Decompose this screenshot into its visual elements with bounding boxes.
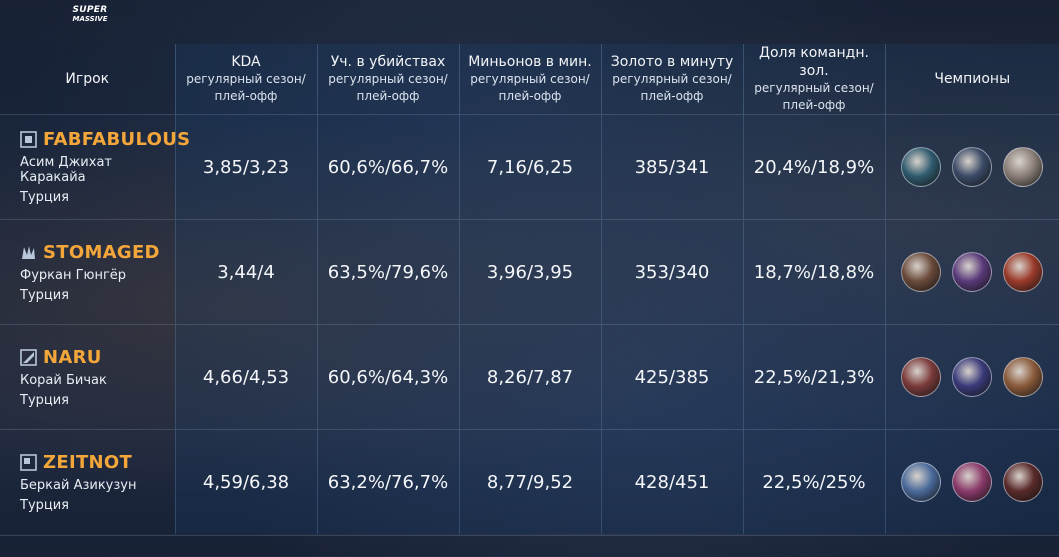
player-row: FABFABULOUS Асим Джихат Каракайа Турция … xyxy=(0,115,1059,220)
player-tag[interactable]: FABFABULOUS xyxy=(43,129,190,150)
kda-value: 4,59/6,38 xyxy=(175,430,317,535)
jungle-role-icon xyxy=(20,244,37,261)
kda-value: 4,66/4,53 xyxy=(175,325,317,430)
champion-2-icon xyxy=(952,147,992,187)
cs-per-min-value: 3,96/3,95 xyxy=(459,220,601,325)
player-info: ZEITNOT Беркай Азикузун Турция xyxy=(0,430,175,535)
champions-cell xyxy=(885,220,1059,325)
logo-text-bottom: MASSIVE xyxy=(66,15,114,23)
team-logo: SUPER MASSIVE xyxy=(66,0,114,24)
gold-share-value: 22,5%/25% xyxy=(743,430,885,535)
player-stats-table: Игрок KDA регулярный сезон/ плей-офф Уч.… xyxy=(0,44,1059,534)
kill-participation-value: 63,2%/76,7% xyxy=(317,430,459,535)
player-country: Турция xyxy=(20,393,175,408)
gold-per-min-value: 428/451 xyxy=(601,430,743,535)
player-tag[interactable]: NARU xyxy=(43,347,102,368)
champion-11-icon xyxy=(952,462,992,502)
gold-share-value: 18,7%/18,8% xyxy=(743,220,885,325)
header-kill-participation: Уч. в убийствах регулярный сезон/ плей-о… xyxy=(317,44,459,115)
champion-1-icon xyxy=(901,147,941,187)
kill-participation-value: 60,6%/66,7% xyxy=(317,115,459,220)
champions-cell xyxy=(885,115,1059,220)
champion-6-icon xyxy=(1003,252,1043,292)
player-info: STOMAGED Фуркан Гюнгёр Турция xyxy=(0,220,175,325)
champion-list xyxy=(886,357,1059,397)
header-gold-share: Доля командн. зол. регулярный сезон/ пле… xyxy=(743,44,885,115)
player-country: Турция xyxy=(20,288,175,303)
header-cs-per-min: Миньонов в мин. регулярный сезон/ плей-о… xyxy=(459,44,601,115)
cs-per-min-value: 8,77/9,52 xyxy=(459,430,601,535)
champion-3-icon xyxy=(1003,147,1043,187)
header-player: Игрок xyxy=(0,44,175,115)
player-real-name: Беркай Азикузун xyxy=(20,478,175,493)
cs-per-min-value: 8,26/7,87 xyxy=(459,325,601,430)
kda-value: 3,85/3,23 xyxy=(175,115,317,220)
kill-participation-value: 60,6%/64,3% xyxy=(317,325,459,430)
header-champions: Чемпионы xyxy=(885,44,1059,115)
champions-cell xyxy=(885,325,1059,430)
player-tag[interactable]: ZEITNOT xyxy=(43,452,132,473)
header-row: Игрок KDA регулярный сезон/ плей-офф Уч.… xyxy=(0,44,1059,115)
champion-10-icon xyxy=(901,462,941,502)
player-row: ZEITNOT Беркай Азикузун Турция 4,59/6,38… xyxy=(0,430,1059,535)
champion-12-icon xyxy=(1003,462,1043,502)
champion-9-icon xyxy=(1003,357,1043,397)
gold-per-min-value: 353/340 xyxy=(601,220,743,325)
mid-role-icon xyxy=(20,349,37,366)
adc-role-icon xyxy=(20,454,37,471)
champions-cell xyxy=(885,430,1059,535)
champion-list xyxy=(886,462,1059,502)
gold-share-value: 20,4%/18,9% xyxy=(743,115,885,220)
champion-5-icon xyxy=(952,252,992,292)
player-row: NARU Корай Бичак Турция 4,66/4,53 60,6%/… xyxy=(0,325,1059,430)
kda-value: 3,44/4 xyxy=(175,220,317,325)
champion-4-icon xyxy=(901,252,941,292)
player-real-name: Фуркан Гюнгёр xyxy=(20,268,175,283)
champion-7-icon xyxy=(901,357,941,397)
gold-per-min-value: 425/385 xyxy=(601,325,743,430)
cs-per-min-value: 7,16/6,25 xyxy=(459,115,601,220)
next-row-partial xyxy=(0,535,1059,557)
player-country: Турция xyxy=(20,498,175,513)
player-real-name: Корай Бичак xyxy=(20,373,175,388)
player-info: FABFABULOUS Асим Джихат Каракайа Турция xyxy=(0,115,175,220)
champion-list xyxy=(886,252,1059,292)
player-tag[interactable]: STOMAGED xyxy=(43,242,160,263)
gold-share-value: 22,5%/21,3% xyxy=(743,325,885,430)
top-bar: SUPER MASSIVE xyxy=(0,0,1059,44)
logo-text-top: SUPER xyxy=(66,6,114,14)
kill-participation-value: 63,5%/79,6% xyxy=(317,220,459,325)
support-role-icon xyxy=(20,131,37,148)
player-row: STOMAGED Фуркан Гюнгёр Турция 3,44/4 63,… xyxy=(0,220,1059,325)
champion-list xyxy=(886,147,1059,187)
header-gold-per-min: Золото в минуту регулярный сезон/ плей-о… xyxy=(601,44,743,115)
header-kda: KDA регулярный сезон/ плей-офф xyxy=(175,44,317,115)
player-country: Турция xyxy=(20,190,175,205)
player-info: NARU Корай Бичак Турция xyxy=(0,325,175,430)
gold-per-min-value: 385/341 xyxy=(601,115,743,220)
champion-8-icon xyxy=(952,357,992,397)
player-real-name: Асим Джихат Каракайа xyxy=(20,155,175,185)
